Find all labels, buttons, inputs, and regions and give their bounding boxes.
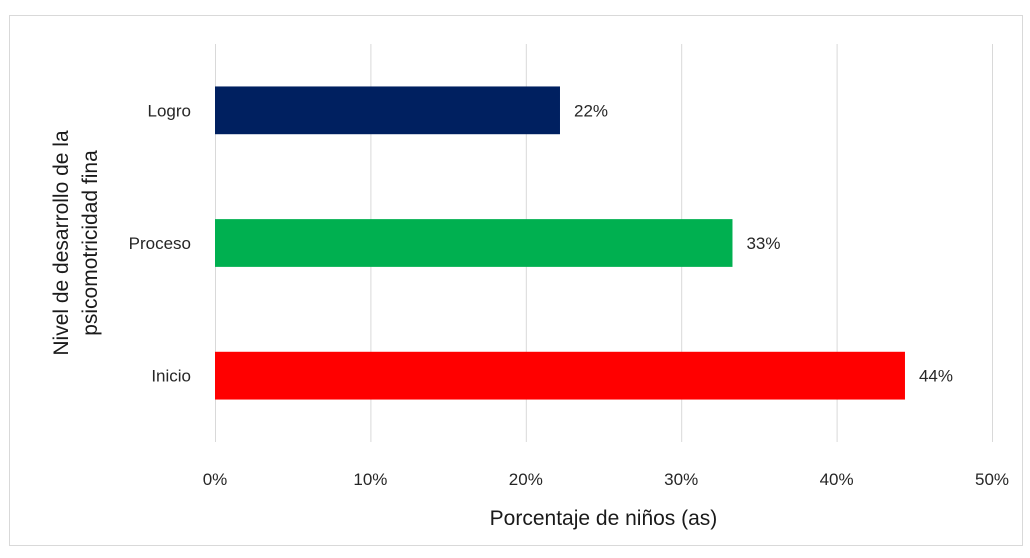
- bar-proceso: [215, 219, 733, 267]
- x-tick-label: 20%: [509, 470, 543, 489]
- x-tick-label: 0%: [203, 470, 228, 489]
- y-axis-title-line: Nivel de desarrollo de la: [50, 130, 73, 356]
- x-tick-label: 50%: [975, 470, 1009, 489]
- bars: [215, 86, 905, 400]
- data-labels: 22% 33% 44%: [574, 101, 953, 385]
- bar-logro: [215, 86, 560, 135]
- x-tick-labels: 0% 10% 20% 30% 40% 50%: [203, 470, 1009, 489]
- data-label-proceso: 33%: [746, 234, 780, 253]
- category-label-inicio: Inicio: [151, 367, 191, 386]
- category-label-logro: Logro: [148, 101, 191, 120]
- category-labels: Logro Proceso Inicio: [129, 101, 191, 385]
- x-tick-label: 40%: [820, 470, 854, 489]
- x-axis-title: Porcentaje de niños (as): [490, 507, 718, 530]
- data-label-logro: 22%: [574, 101, 608, 120]
- y-axis-title-line: psicomotricidad fina: [79, 150, 102, 336]
- x-tick-label: 30%: [664, 470, 698, 489]
- data-label-inicio: 44%: [919, 367, 953, 386]
- x-tick-label: 10%: [353, 470, 387, 489]
- y-axis-title: Nivel de desarrollo de la psicomotricidad…: [50, 130, 102, 356]
- category-label-proceso: Proceso: [129, 234, 191, 253]
- bar-inicio: [215, 351, 905, 400]
